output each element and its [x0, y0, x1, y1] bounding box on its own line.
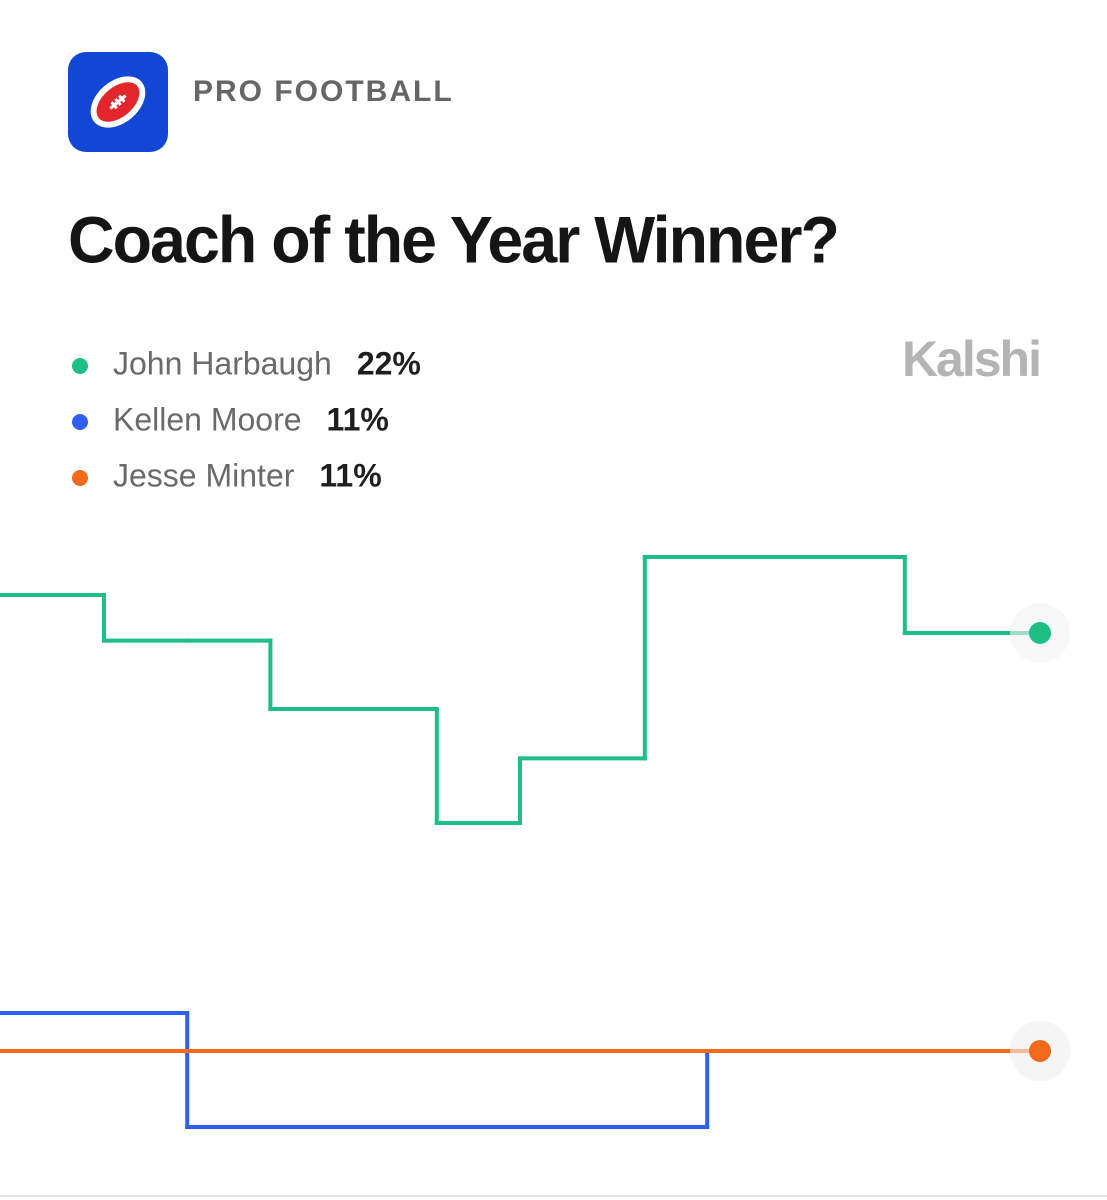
legend-dot: [72, 358, 88, 374]
legend-name: John Harbaugh: [113, 345, 332, 381]
chart-title: Coach of the Year Winner?: [68, 202, 838, 276]
end-dot: [1029, 622, 1051, 644]
app-icon: [68, 52, 168, 152]
legend-value: 22%: [357, 345, 421, 381]
legend-name: Jesse Minter: [113, 457, 295, 493]
legend-dot: [72, 414, 88, 430]
legend-value: 11%: [327, 401, 389, 437]
source-logo: Kalshi: [902, 331, 1040, 387]
legend-value: 11%: [319, 457, 381, 493]
legend-dot: [72, 470, 88, 486]
end-dot: [1029, 1040, 1051, 1062]
legend-name: Kellen Moore: [113, 401, 302, 437]
category-label: PRO FOOTBALL: [193, 75, 454, 108]
